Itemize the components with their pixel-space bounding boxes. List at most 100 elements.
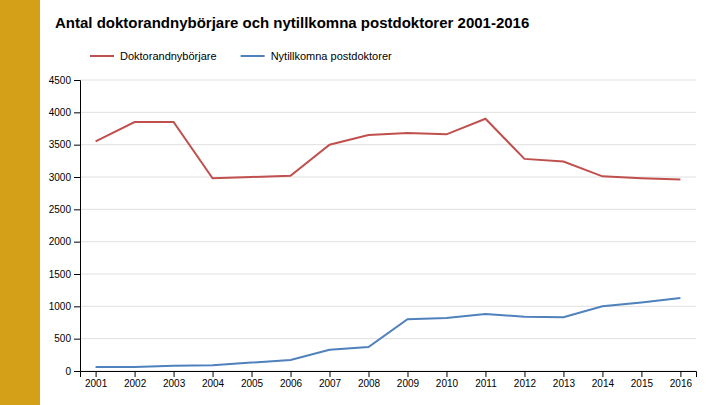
y-tick-label: 500 <box>54 333 71 344</box>
x-tick-label: 2004 <box>202 378 225 389</box>
y-tick-label: 1000 <box>49 301 72 312</box>
x-tick: 2016 <box>670 371 693 389</box>
x-tick: 2008 <box>358 371 381 389</box>
y-tick: 0 <box>65 366 80 377</box>
x-tick: 2001 <box>85 371 108 389</box>
y-tick-mark <box>74 145 80 146</box>
x-tick-label: 2007 <box>319 378 342 389</box>
y-tick: 4500 <box>49 75 80 86</box>
y-tick-label: 2000 <box>49 236 72 247</box>
y-tick: 3500 <box>49 139 80 150</box>
y-tick: 1000 <box>49 301 80 312</box>
x-tick-label: 2011 <box>475 378 497 389</box>
x-axis-line <box>81 372 697 378</box>
title: Antal doktorandnybörjare och nytillkomna… <box>55 14 529 31</box>
y-tick: 3000 <box>49 172 80 183</box>
grid-line <box>80 241 696 242</box>
grid-line <box>80 144 696 145</box>
y-tick-mark <box>74 371 80 372</box>
x-tick-label: 2013 <box>553 378 576 389</box>
legend-item: Nytillkomna postdoktorer <box>241 50 392 62</box>
y-axis: 0 500 1000 1500 2000 2500 3000 3500 4000 4500 <box>49 75 81 377</box>
x-tick-mark <box>291 371 292 377</box>
x-tick-mark <box>680 371 681 377</box>
x-tick-mark <box>446 371 447 377</box>
legend: Doktorandnybörjare Nytillkomna postdoktor… <box>90 50 392 62</box>
x-tick: 2003 <box>163 371 186 389</box>
x-tick-mark <box>174 371 175 377</box>
x-tick-mark <box>524 371 525 377</box>
x-tick-label: 2010 <box>436 378 459 389</box>
legend-label: Doktorandnybörjare <box>120 50 217 62</box>
legend-item: Doktorandnybörjare <box>90 50 217 62</box>
grid-line <box>80 274 696 275</box>
grid-line <box>80 338 696 339</box>
x-tick-mark <box>641 371 642 377</box>
legend-swatch <box>90 55 114 57</box>
y-tick: 2000 <box>49 236 80 247</box>
grid-line <box>80 209 696 210</box>
x-tick-label: 2003 <box>163 378 186 389</box>
x-tick-mark <box>252 371 253 377</box>
legend-swatch <box>241 55 265 57</box>
y-tick: 4000 <box>49 107 80 118</box>
x-tick-label: 2012 <box>514 378 537 389</box>
x-tick: 2009 <box>397 371 420 389</box>
legend-label: Nytillkomna postdoktorer <box>271 50 392 62</box>
y-tick-mark <box>74 339 80 340</box>
x-tick: 2005 <box>241 371 264 389</box>
x-tick: 2014 <box>592 371 615 389</box>
y-tick-mark <box>74 209 80 210</box>
y-tick-label: 4500 <box>49 75 72 86</box>
x-tick: 2007 <box>319 371 342 389</box>
x-tick-label: 2009 <box>397 378 420 389</box>
x-tick-mark <box>330 371 331 377</box>
x-tick-mark <box>485 371 486 377</box>
x-tick-label: 2014 <box>592 378 615 389</box>
x-tick-label: 2005 <box>241 378 264 389</box>
y-tick: 2500 <box>49 204 80 215</box>
plot <box>96 119 681 367</box>
y-tick-mark <box>74 80 80 81</box>
x-tick: 2006 <box>280 371 303 389</box>
x-tick-mark <box>213 371 214 377</box>
line <box>96 298 681 367</box>
x-tick: 2011 <box>475 371 497 389</box>
x-tick-label: 2001 <box>85 378 108 389</box>
y-tick-mark <box>74 274 80 275</box>
x-tick-mark <box>563 371 564 377</box>
y-tick-mark <box>74 242 80 243</box>
y-tick-label: 3500 <box>49 139 72 150</box>
y-tick-label: 1500 <box>49 269 72 280</box>
line <box>96 119 681 180</box>
y-tick-label: 3000 <box>49 172 72 183</box>
x-tick-label: 2006 <box>280 378 303 389</box>
chart: 2001 2002 2003 2004 2005 2006 2007 2008 2009 2010… <box>0 0 720 405</box>
x-tick: 2013 <box>553 371 576 389</box>
y-tick-mark <box>74 306 80 307</box>
grid-line <box>80 80 696 81</box>
x-tick-label: 2008 <box>358 378 381 389</box>
grid-line <box>80 112 696 113</box>
x-tick-mark <box>407 371 408 377</box>
x-tick-label: 2015 <box>631 378 654 389</box>
x-tick: 2015 <box>631 371 654 389</box>
y-axis-line <box>74 81 81 372</box>
y-tick-label: 0 <box>65 366 71 377</box>
x-tick: 2002 <box>124 371 147 389</box>
y-tick-label: 4000 <box>49 107 72 118</box>
x-tick-label: 2002 <box>124 378 147 389</box>
y-tick-label: 2500 <box>49 204 72 215</box>
y-tick: 500 <box>54 333 80 344</box>
x-tick: 2004 <box>202 371 225 389</box>
x-tick-mark <box>135 371 136 377</box>
grid <box>80 80 696 371</box>
y-tick: 1500 <box>49 269 80 280</box>
x-tick-mark <box>602 371 603 377</box>
x-tick: 2010 <box>436 371 459 389</box>
left-bar <box>0 0 40 405</box>
y-tick-mark <box>74 112 80 113</box>
y-tick-mark <box>74 177 80 178</box>
x-axis: 2001 2002 2003 2004 2005 2006 2007 2008 2009 2010… <box>81 371 697 389</box>
x-tick-mark <box>369 371 370 377</box>
